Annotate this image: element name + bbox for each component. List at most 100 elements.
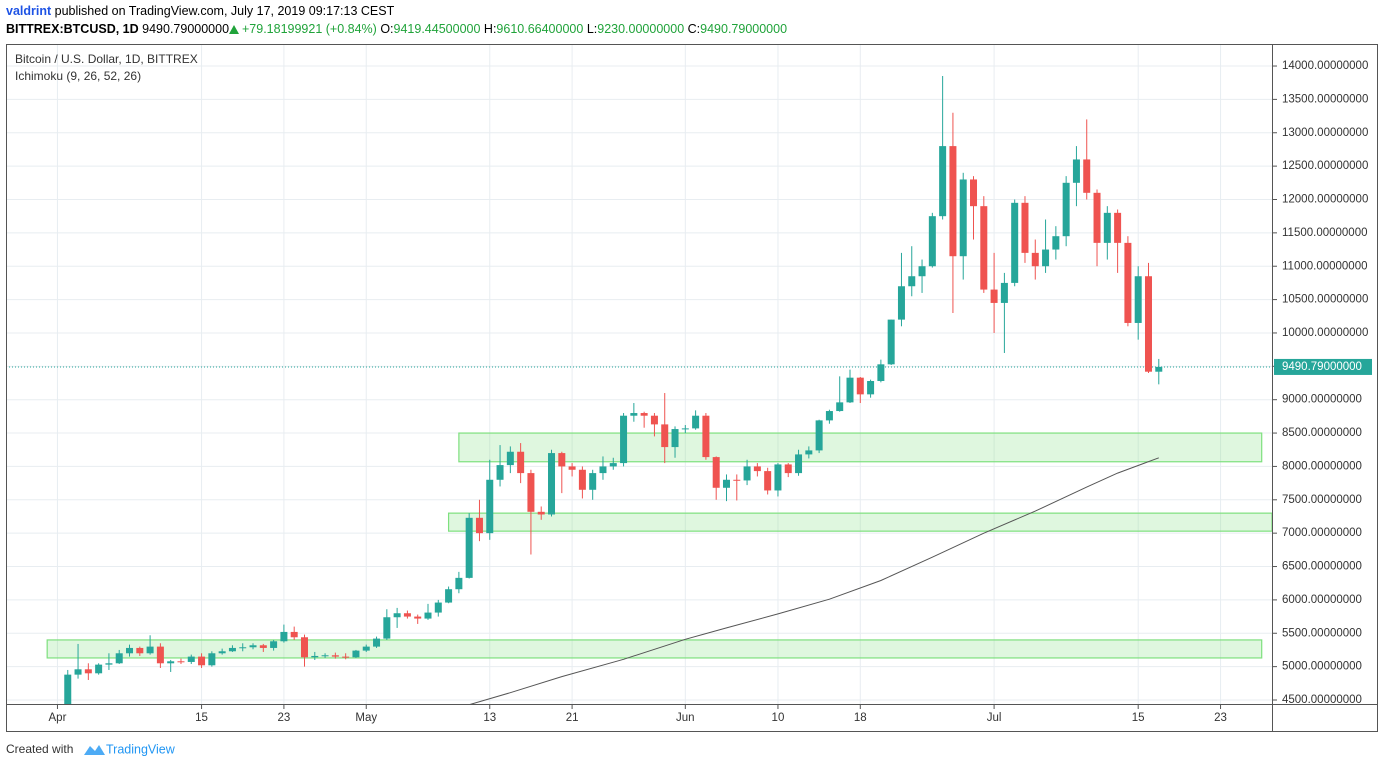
candle-body [990,289,998,303]
candle-body [290,631,298,638]
support-zone [447,512,1272,532]
candle-body [897,286,905,320]
candle-body [1031,252,1039,267]
candle-body [95,664,103,674]
candle-body [620,415,628,464]
footer-brand[interactable]: TradingView [106,742,176,756]
candle-body [970,179,978,207]
candle-body [578,469,586,490]
candle-body [1021,202,1029,253]
x-tick-label: 23 [278,712,291,724]
x-tick-label: 13 [483,712,496,724]
candle-body [146,646,154,654]
candle-body [486,479,494,534]
author[interactable]: valdrint [6,4,52,18]
change: +79.18199921 (+0.84%) [242,22,377,36]
candle-body [825,411,833,421]
candle-body [537,511,545,515]
candle-body [259,645,267,648]
candle-body [743,466,751,481]
x-tick-label: Jun [676,712,695,724]
candle-body [1072,159,1080,183]
plot [6,76,1272,704]
last: 9490.79000000 [142,22,229,36]
candle-body [805,450,813,455]
y-tick-label: 8000.00000000 [1282,460,1362,472]
y-tick-label: 11000.00000000 [1282,260,1368,272]
candle-body [568,466,576,470]
candle-body [836,402,844,412]
candle-body [609,463,617,467]
candle-body [928,216,936,267]
candle-body [1042,249,1050,267]
y-tick-label: 5000.00000000 [1282,661,1362,673]
candle-body [239,647,247,649]
candle-body [300,637,308,658]
candle-body [270,641,278,648]
y-tick-label: 14000.00000000 [1282,60,1368,72]
symbol: BITTREX:BTCUSD, 1D [6,22,139,36]
candle-body [342,656,350,658]
candle-body [867,381,875,395]
candle-body [424,612,432,619]
published: published on TradingView.com, July 17, 2… [55,4,395,18]
x-tick-label: 15 [195,712,208,724]
y-tick-label: 4500.00000000 [1282,694,1362,706]
candle-body [692,415,700,429]
candle-body [939,146,947,217]
frame [6,44,1378,732]
grid [6,44,1272,704]
close: 9490.79000000 [700,22,787,36]
candle-body [105,663,113,665]
candle-body [362,646,370,651]
low-label: L: [587,22,597,36]
y-tick-label: 13000.00000000 [1282,127,1368,139]
y-tick-label: 12000.00000000 [1282,194,1368,206]
x-tick-label: 10 [772,712,785,724]
candle-body [393,613,401,618]
candle-body [311,655,319,658]
candle-body [722,479,730,488]
x-tick-label: May [355,712,377,724]
candle-body [74,669,82,675]
candle-body [774,464,782,491]
candle-body [846,377,854,403]
support-zone [458,432,1263,463]
quote-line: BITTREX:BTCUSD, 1D 9490.79000000 [6,22,229,36]
candle-body [959,179,967,257]
candle-body [527,473,535,512]
candle-body [589,473,597,490]
candle-body [661,424,669,448]
y-tick-label: 12500.00000000 [1282,160,1368,172]
candle-body [1155,366,1163,372]
candle-body [753,466,761,472]
candle-body [548,453,556,515]
candle-body [352,650,360,658]
x-tick-label: Jul [987,712,1002,724]
candle-body [445,589,453,603]
candle-body [630,413,638,416]
candle-body [517,451,525,474]
candle-body [733,479,741,481]
candle-body [918,266,926,277]
moving-average [469,457,1159,704]
brand-logo [84,745,105,755]
candle-body [1144,276,1152,372]
candle-body [1011,202,1019,283]
low: 9230.00000000 [597,22,684,36]
candle-body [1000,282,1008,303]
candle-body [115,653,123,664]
footer-created: Created with [6,742,73,756]
x-tick-label: 23 [1214,712,1227,724]
candle-body [465,517,473,578]
y-tick-label: 7500.00000000 [1282,494,1362,506]
candle-body [784,464,792,474]
candle-body [856,377,864,395]
candle-body [64,674,72,704]
x-tick-label: 15 [1132,712,1145,724]
candle-body [650,415,658,425]
candle-body [136,647,144,654]
candle-body [558,453,566,467]
candle-body [177,661,185,663]
